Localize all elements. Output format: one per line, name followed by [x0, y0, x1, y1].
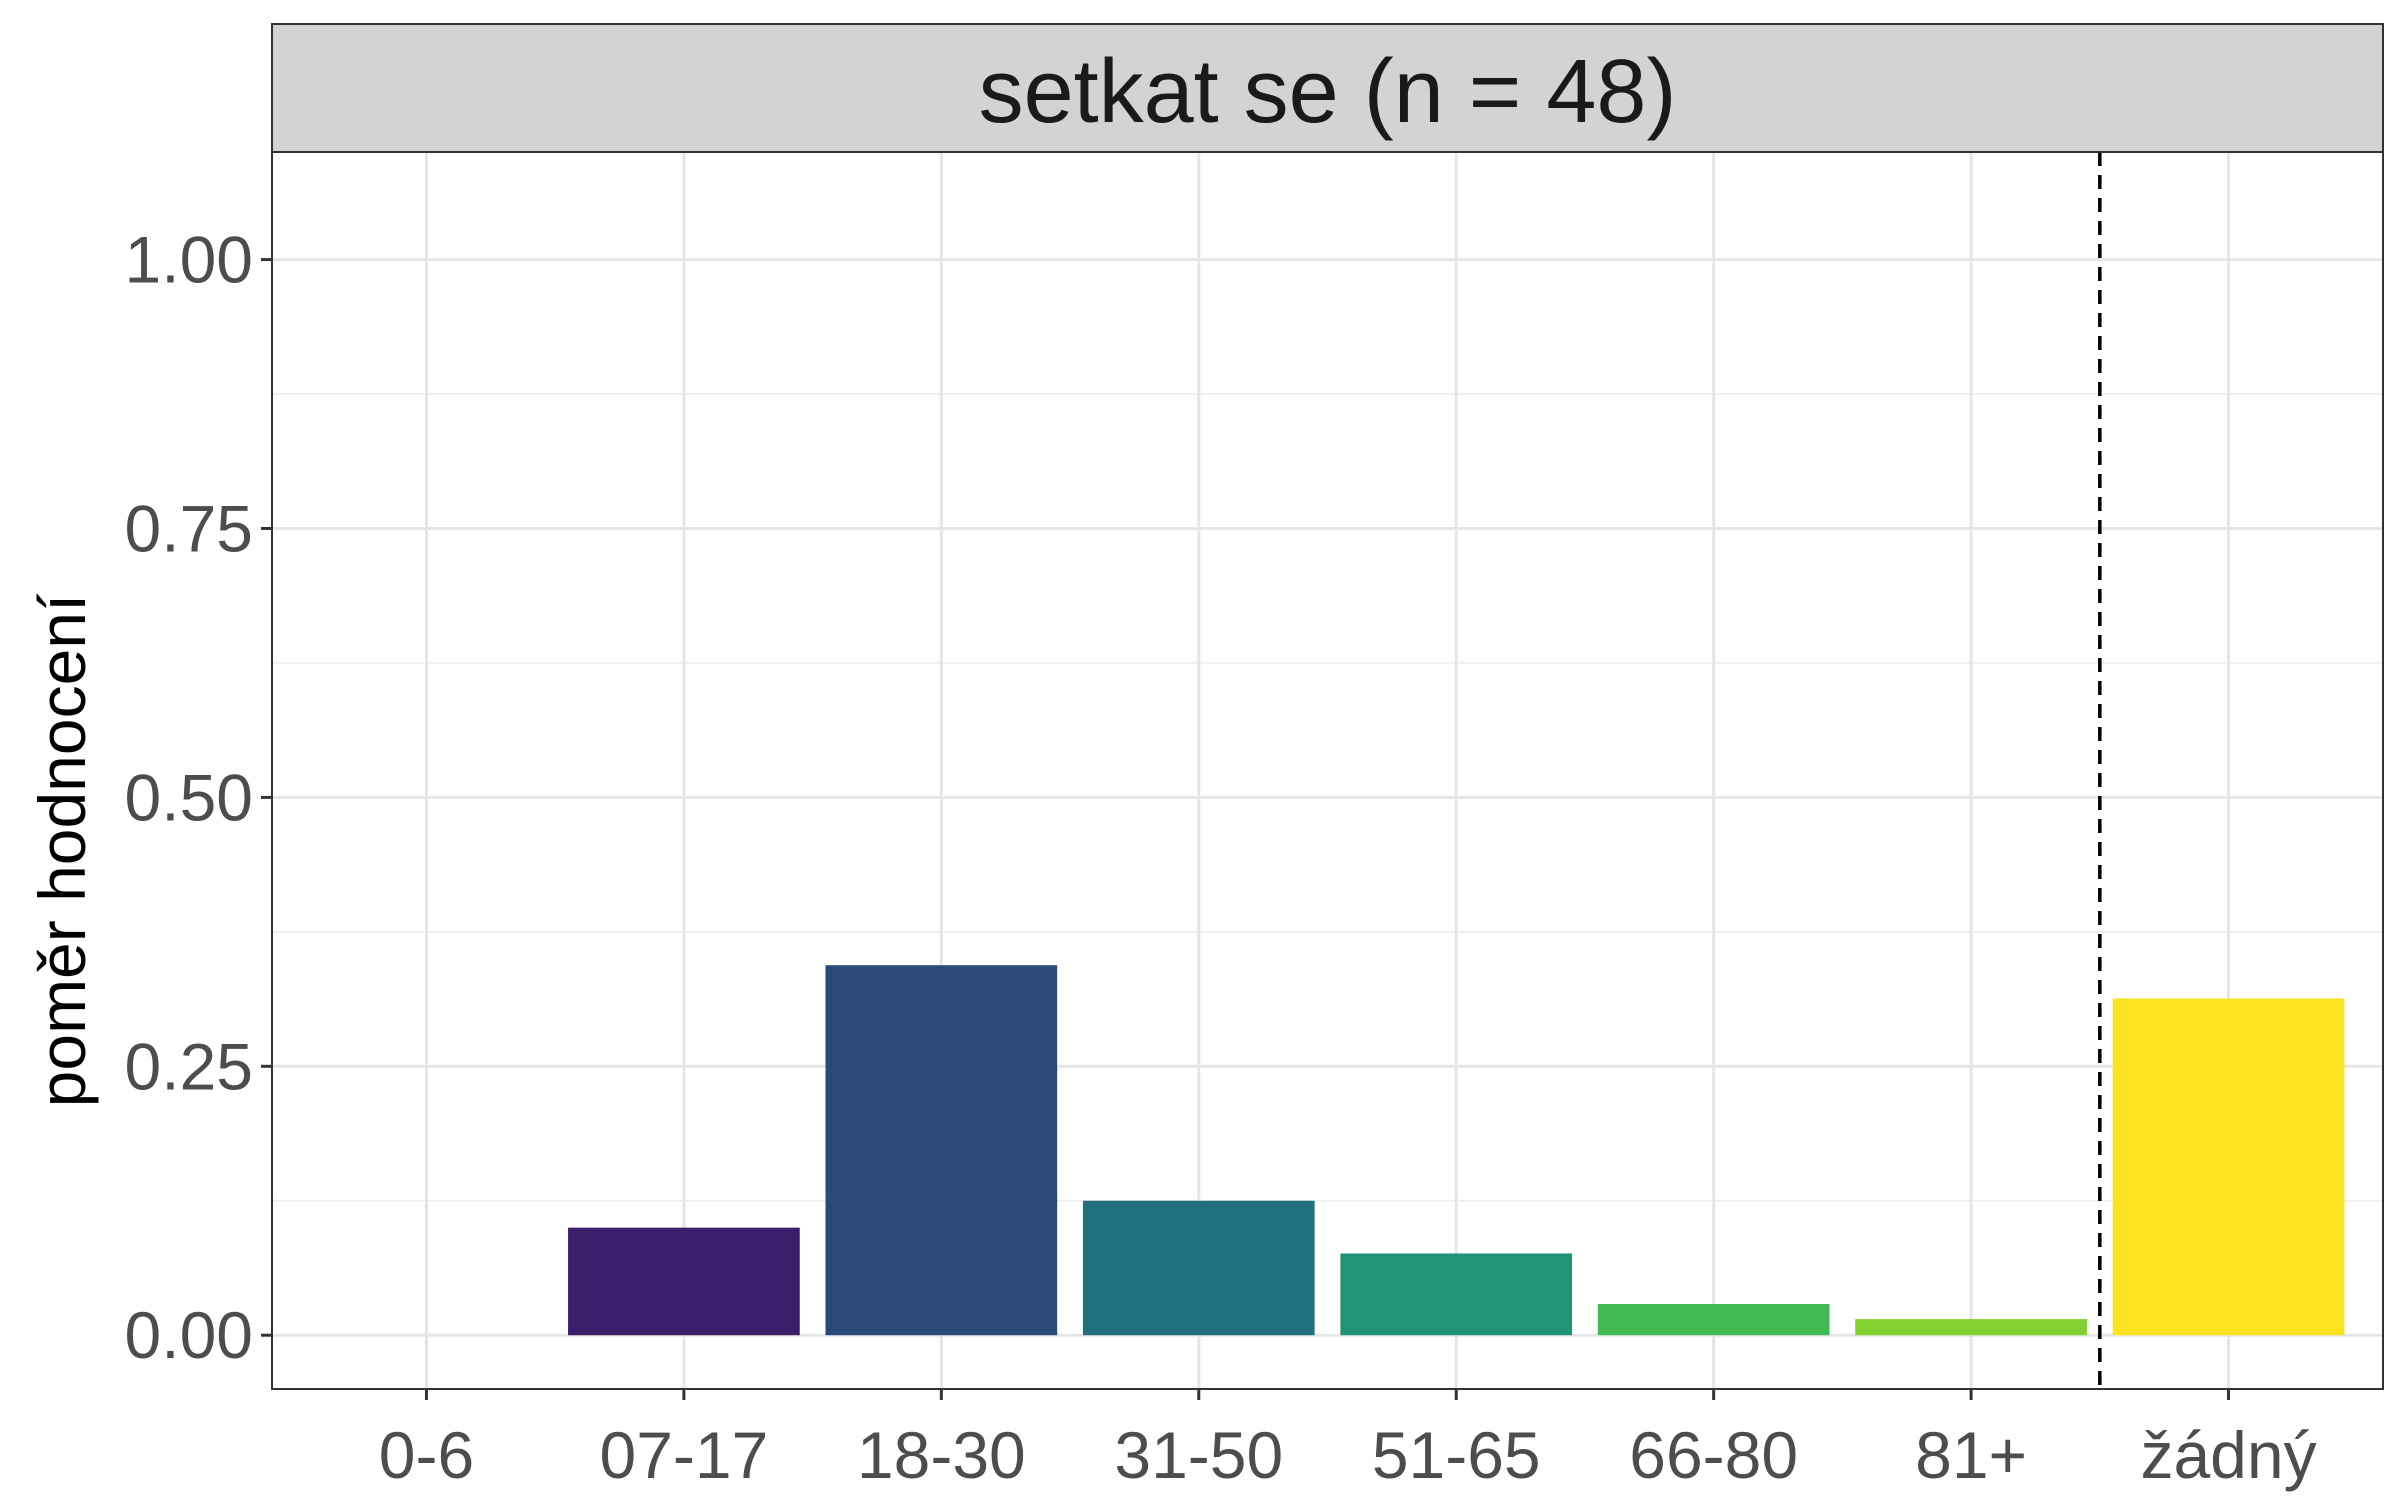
bar-51-65 [1340, 1253, 1573, 1336]
bar-18-30 [825, 965, 1058, 1336]
bar-66-80 [1597, 1304, 1830, 1336]
x-tick-label: 81+ [1915, 1418, 2027, 1492]
y-tick-label: 0.50 [125, 760, 253, 834]
grid-layer [272, 152, 2383, 1389]
bar-81+ [1855, 1319, 2087, 1336]
bar-layer [568, 152, 2345, 1389]
x-tick-label: 31-50 [1114, 1418, 1283, 1492]
plot-panel [272, 152, 2383, 1389]
facet-strip [271, 23, 2384, 153]
x-tick-label: 66-80 [1629, 1418, 1798, 1492]
axis-layer: 0.00 0.25 0.50 0.75 1.00 0-6 07-17 18-30 31-50 51… [125, 151, 2384, 1492]
bar-žádný [2112, 998, 2345, 1336]
y-tick-label: 0.25 [125, 1029, 253, 1103]
bar-31-50 [1082, 1200, 1315, 1336]
y-tick-label: 1.00 [125, 223, 253, 297]
x-tick-label: 51-65 [1372, 1418, 1541, 1492]
y-tick-label: 0.75 [125, 491, 253, 565]
x-tick-label: 0-6 [379, 1418, 474, 1492]
facet-title: setkat se (n = 48) [979, 42, 1677, 142]
x-tick-label: žádný [2140, 1418, 2316, 1492]
x-tick-label: 18-30 [857, 1418, 1026, 1492]
y-tick-label: 0.00 [125, 1298, 253, 1372]
x-tick-label: 07-17 [599, 1418, 768, 1492]
bar-07-17 [568, 1227, 800, 1336]
y-axis-label: poměr hodnocení [25, 593, 99, 1107]
